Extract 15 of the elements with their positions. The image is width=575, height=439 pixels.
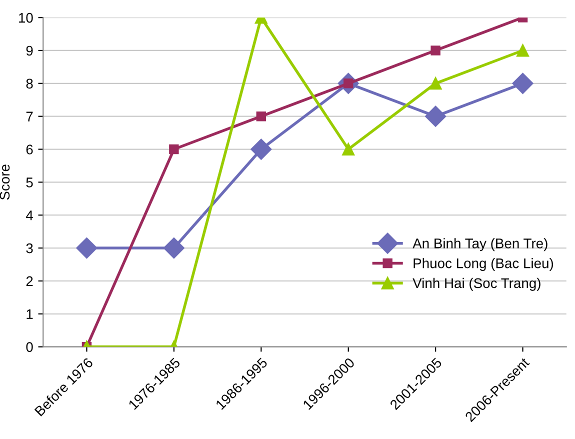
y-tick-label: 0: [26, 342, 33, 352]
y-tick-label: 10: [19, 12, 33, 23]
legend-label: Vinh Hai (Soc Trang): [412, 278, 540, 291]
y-tick-label: 8: [26, 78, 33, 89]
y-tick-label: 6: [26, 144, 33, 154]
y-tick-label: 9: [26, 46, 33, 56]
legend-label: An Binh Tay (Ben Tre): [412, 238, 548, 252]
y-tick-label: 5: [26, 178, 33, 188]
y-axis-title: Score: [0, 164, 10, 200]
y-tick-label: 4: [26, 210, 33, 220]
legend-label: Phuoc Long (Bac Lieu): [414, 258, 554, 271]
y-tick-label: 2: [26, 276, 33, 286]
y-tick-label: 7: [26, 112, 33, 122]
y-tick-label: 1: [26, 309, 33, 319]
y-tick-label: 3: [26, 243, 33, 254]
